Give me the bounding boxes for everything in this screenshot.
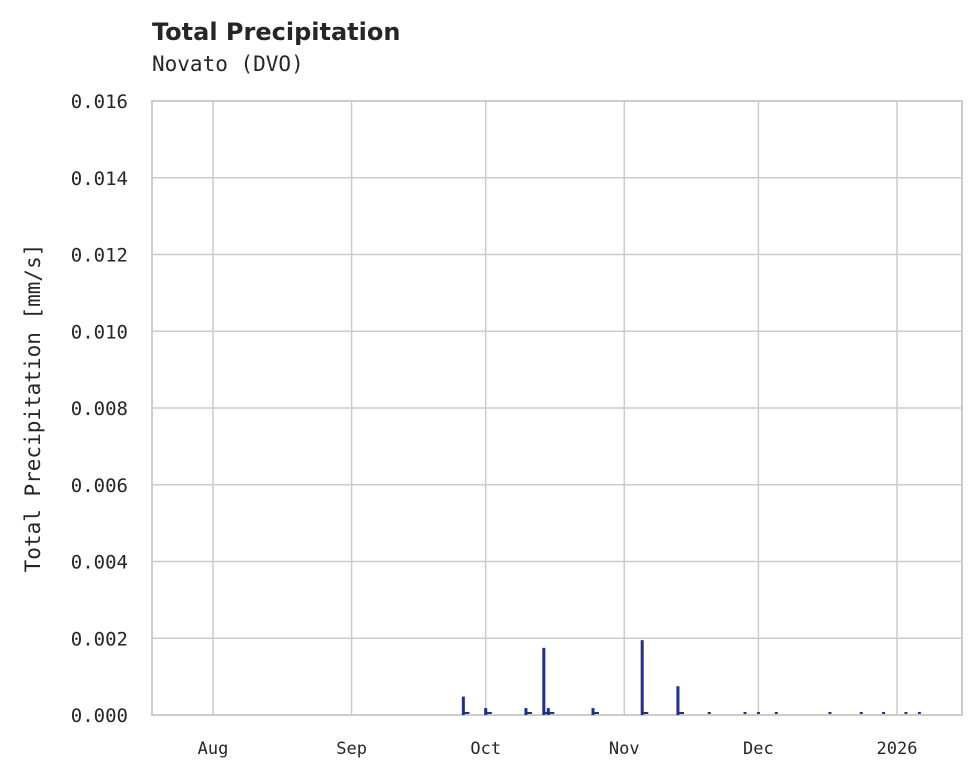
x-tick-label: Aug: [198, 739, 229, 759]
precip-spike: [917, 712, 921, 714]
precip-spike: [484, 708, 488, 715]
precip-spike: [774, 712, 778, 714]
x-tick-label: Nov: [609, 739, 640, 759]
precip-spike: [461, 696, 465, 715]
precip-spike: [882, 712, 886, 714]
precip-tail: [525, 712, 532, 714]
x-axis-ticks: Aug Sep Oct Nov Dec 2026: [198, 739, 918, 759]
precip-spike: [542, 647, 546, 715]
grid-lines: [152, 100, 962, 716]
precip-spike: [488, 712, 492, 714]
plot-frame: [151, 100, 963, 716]
precip-spike: [595, 712, 599, 714]
y-tick-label: 0.000: [71, 705, 128, 727]
precip-spike: [707, 712, 711, 714]
precip-spike: [591, 708, 595, 715]
precip-tail: [548, 712, 555, 714]
precip-spike: [676, 686, 680, 715]
x-tick-label: Oct: [470, 739, 501, 759]
y-tick-label: 0.016: [71, 91, 128, 113]
precip-spike: [680, 712, 684, 714]
precip-spike: [904, 712, 908, 714]
precip-spike: [756, 712, 760, 714]
precip-spike: [743, 712, 747, 714]
precip-spike: [859, 712, 863, 714]
y-axis-ticks: 0.000 0.002 0.004 0.006 0.008 0.010 0.012 0.014…: [71, 91, 128, 727]
x-tick-label: Sep: [336, 739, 367, 759]
y-tick-label: 0.004: [71, 552, 128, 574]
y-tick-label: 0.014: [71, 168, 128, 190]
y-axis-label: Total Precipitation [mm/s]: [21, 244, 45, 573]
y-tick-label: 0.006: [71, 475, 128, 497]
precip-spike: [828, 712, 832, 714]
y-tick-label: 0.010: [71, 321, 128, 343]
precip-spike: [466, 712, 470, 714]
precip-spike: [640, 640, 644, 715]
chart-subtitle: Novato (DVO): [152, 52, 304, 76]
precip-spike: [645, 712, 649, 714]
y-tick-label: 0.012: [71, 245, 128, 267]
x-tick-label: 2026: [877, 739, 918, 759]
precip-spike: [546, 708, 550, 715]
y-tick-label: 0.002: [71, 628, 128, 650]
precipitation-series: [461, 640, 921, 715]
x-tick-label: Dec: [743, 739, 774, 759]
y-tick-label: 0.008: [71, 398, 128, 420]
precip-spike: [524, 708, 528, 715]
chart-title: Total Precipitation: [152, 18, 401, 46]
